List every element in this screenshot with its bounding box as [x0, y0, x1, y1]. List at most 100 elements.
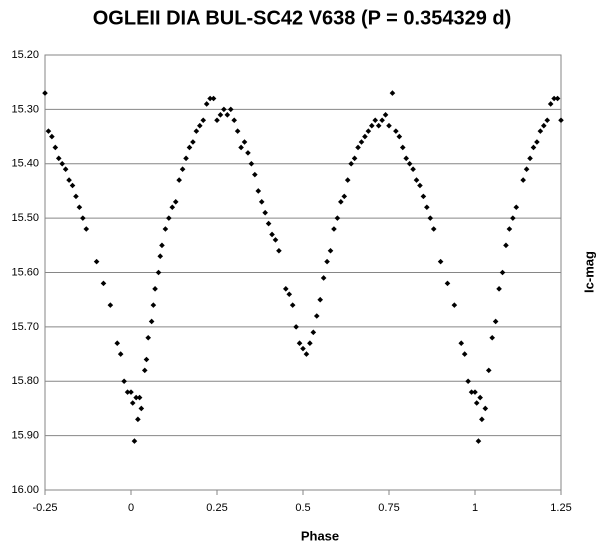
- data-point: [551, 95, 557, 102]
- y-tick-label: 15.30: [11, 103, 39, 115]
- data-point: [410, 166, 416, 172]
- data-point: [473, 400, 480, 406]
- data-point: [224, 112, 231, 118]
- data-point: [489, 334, 495, 341]
- data-point: [52, 144, 59, 151]
- data-point: [534, 139, 540, 145]
- data-point: [200, 117, 207, 124]
- data-point: [138, 405, 145, 412]
- data-point: [544, 117, 551, 124]
- data-point: [45, 128, 52, 134]
- data-point: [317, 296, 323, 303]
- data-point: [303, 351, 310, 357]
- data-point: [141, 367, 148, 374]
- data-point: [265, 220, 272, 227]
- data-point: [503, 242, 509, 249]
- y-tick-label: 15.90: [11, 430, 39, 442]
- data-point: [286, 291, 293, 298]
- data-point: [341, 193, 348, 200]
- data-point: [451, 302, 458, 308]
- data-point: [76, 204, 83, 211]
- data-point: [417, 182, 423, 189]
- data-point: [143, 356, 150, 363]
- data-point: [389, 90, 396, 96]
- data-point: [93, 258, 100, 265]
- data-point: [166, 215, 172, 221]
- data-point: [396, 133, 403, 140]
- data-point: [485, 367, 492, 374]
- data-point: [537, 128, 544, 134]
- data-point: [365, 128, 372, 134]
- data-point: [444, 280, 451, 287]
- data-point: [375, 122, 382, 129]
- data-point: [331, 226, 337, 232]
- data-point: [210, 95, 217, 102]
- data-point: [393, 128, 399, 134]
- data-point: [547, 101, 554, 107]
- data-point: [475, 438, 482, 444]
- data-point: [427, 215, 434, 221]
- data-point: [42, 90, 48, 96]
- data-point: [458, 340, 465, 346]
- data-point: [252, 171, 258, 178]
- data-point: [296, 340, 303, 346]
- data-point: [430, 226, 437, 232]
- data-point: [358, 139, 365, 145]
- data-point: [131, 438, 138, 444]
- data-point: [307, 340, 313, 346]
- data-point: [527, 155, 533, 162]
- data-point: [513, 204, 520, 211]
- data-point: [129, 400, 136, 406]
- data-point: [258, 199, 265, 205]
- y-tick-label: 16.00: [11, 484, 39, 496]
- data-point: [55, 155, 62, 162]
- data-point: [234, 128, 241, 134]
- data-point: [382, 112, 389, 118]
- x-tick-label: 1.25: [550, 502, 571, 514]
- data-point: [369, 122, 375, 129]
- data-point: [324, 258, 330, 265]
- data-point: [203, 101, 210, 107]
- data-point: [310, 329, 317, 336]
- data-point: [327, 247, 334, 254]
- y-tick-label: 15.60: [11, 266, 39, 278]
- x-tick-label: 1: [472, 502, 478, 514]
- data-point: [510, 215, 516, 221]
- data-point: [183, 155, 189, 162]
- data-point: [372, 117, 379, 124]
- data-point: [477, 394, 483, 401]
- data-point: [558, 117, 564, 124]
- data-point: [530, 144, 537, 151]
- data-point: [133, 394, 139, 401]
- data-point: [107, 302, 114, 308]
- data-point: [128, 389, 134, 395]
- data-point: [492, 318, 499, 325]
- data-point: [83, 226, 90, 232]
- data-point: [157, 253, 164, 259]
- x-axis-title: Phase: [301, 528, 339, 543]
- data-point: [73, 193, 79, 200]
- data-point: [172, 199, 179, 205]
- data-point: [186, 144, 193, 151]
- data-point: [506, 226, 513, 232]
- data-point: [214, 117, 220, 124]
- data-point: [379, 117, 385, 124]
- data-point: [197, 122, 203, 129]
- data-point: [59, 160, 65, 167]
- y-tick-label: 15.20: [11, 49, 39, 61]
- data-point: [114, 340, 121, 346]
- data-point: [523, 166, 530, 172]
- y-tick-label: 15.80: [11, 375, 39, 387]
- data-point: [351, 155, 358, 162]
- data-point: [276, 247, 282, 254]
- data-point: [338, 199, 344, 205]
- data-point: [496, 286, 502, 292]
- data-point: [148, 318, 155, 325]
- data-point: [255, 188, 262, 194]
- data-point: [334, 215, 341, 221]
- data-point: [100, 280, 107, 287]
- data-point: [499, 269, 506, 276]
- data-point: [227, 106, 234, 113]
